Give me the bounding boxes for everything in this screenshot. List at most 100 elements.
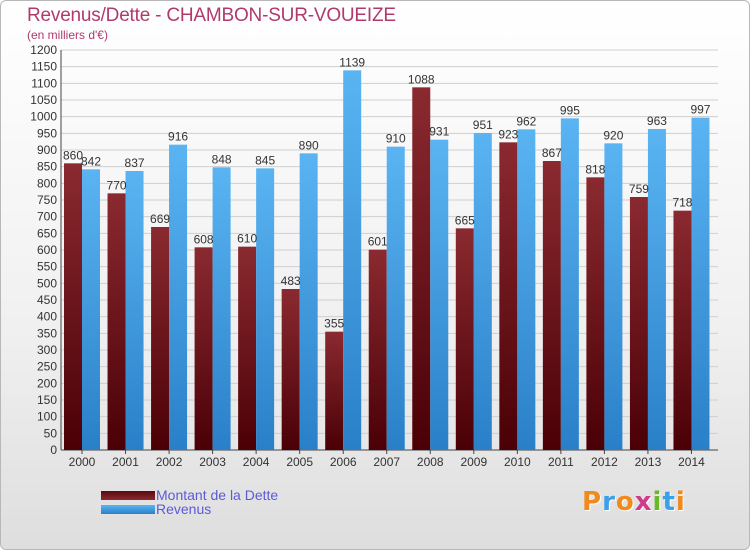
data-label-dette: 610 [237, 232, 257, 246]
legend-item-revenus: Revenus [101, 501, 211, 517]
data-label-dette: 601 [368, 235, 388, 249]
x-tick-label: 2013 [635, 455, 662, 469]
y-tick-label: 250 [37, 360, 57, 374]
bar-dette [194, 247, 213, 450]
bar-revenus [473, 133, 492, 450]
y-tick-label: 600 [37, 243, 57, 257]
data-label-revenus: 962 [516, 114, 536, 128]
bar-revenus [517, 129, 536, 451]
x-tick-label: 2000 [69, 455, 96, 469]
bar-revenus [212, 167, 231, 451]
x-tick-label: 2008 [417, 455, 444, 469]
x-tick-label: 2005 [286, 455, 313, 469]
proxiti-logo: Proxiti [582, 487, 686, 517]
x-tick-label: 2011 [548, 455, 574, 469]
data-label-dette: 669 [150, 212, 170, 226]
legend-label-dette: Montant de la Dette [156, 487, 279, 503]
bar-dette [673, 210, 692, 450]
x-tick-label: 2004 [243, 455, 270, 469]
data-label-revenus: 931 [429, 125, 449, 139]
data-label-revenus: 997 [690, 103, 710, 117]
y-tick-label: 850 [37, 160, 57, 174]
bar-revenus [343, 70, 362, 450]
data-label-dette: 759 [629, 182, 649, 196]
y-tick-label: 50 [44, 426, 58, 440]
y-tick-label: 200 [37, 376, 57, 390]
legend-swatch-revenus [101, 504, 155, 514]
y-tick-label: 1100 [31, 76, 57, 90]
data-label-dette: 355 [324, 317, 344, 331]
y-tick-label: 650 [37, 226, 57, 240]
data-label-dette: 608 [194, 232, 214, 246]
x-tick-label: 2014 [678, 455, 705, 469]
bar-dette [412, 87, 431, 450]
bar-revenus [647, 129, 666, 450]
bar-dette [629, 197, 648, 450]
y-tick-label: 1150 [31, 60, 57, 74]
bar-revenus [604, 143, 623, 451]
legend-label-revenus: Revenus [156, 501, 212, 517]
y-tick-label: 950 [37, 126, 57, 140]
y-tick-label: 150 [37, 393, 57, 407]
y-tick-label: 0 [50, 443, 57, 457]
bar-revenus [299, 153, 318, 451]
y-tick-label: 700 [37, 210, 57, 224]
data-label-revenus: 916 [168, 130, 188, 144]
data-label-dette: 867 [542, 146, 562, 160]
bar-dette [542, 161, 561, 450]
y-tick-label: 900 [37, 143, 57, 157]
data-label-revenus: 845 [255, 153, 275, 167]
bar-dette [281, 289, 300, 450]
y-tick-label: 800 [37, 176, 57, 190]
x-tick-label: 2002 [156, 455, 183, 469]
bar-revenus [430, 139, 449, 450]
bar-revenus [256, 168, 275, 451]
bar-revenus [82, 169, 100, 451]
legend-swatch-dette [101, 490, 155, 500]
x-tick-label: 2001 [112, 455, 139, 469]
x-axis-ticks: 2000 2001 2002 2003 2004 2005 2006 2007 2008 2009… [69, 450, 705, 469]
y-tick-label: 550 [37, 260, 57, 274]
y-axis-ticks: 0 50 100 150 200 250 300 350 400 450 500 550 600 650 7… [30, 43, 57, 457]
y-tick-label: 450 [37, 293, 57, 307]
x-tick-label: 2007 [373, 455, 400, 469]
data-label-revenus: 1139 [339, 55, 365, 69]
bar-dette [64, 163, 82, 451]
bar-revenus [386, 146, 405, 450]
data-label-dette: 1088 [408, 72, 435, 86]
y-tick-label: 100 [37, 410, 57, 424]
data-label-revenus: 963 [647, 114, 667, 128]
x-tick-label: 2006 [330, 455, 357, 469]
y-tick-label: 1200 [30, 43, 57, 57]
bars [64, 70, 710, 451]
bar-dette [325, 331, 344, 450]
y-tick-label: 300 [37, 343, 57, 357]
data-label-dette: 483 [281, 274, 301, 288]
y-tick-label: 500 [37, 276, 57, 290]
y-tick-label: 350 [37, 326, 57, 340]
data-label-revenus: 920 [603, 128, 623, 142]
data-label-dette: 665 [455, 213, 475, 227]
x-tick-label: 2012 [591, 455, 618, 469]
chart-subtitle: (en milliers d'€) [27, 28, 108, 42]
y-tick-label: 1050 [30, 93, 57, 107]
bar-revenus [125, 171, 144, 450]
chart-title: Revenus/Dette - CHAMBON-SUR-VOUEIZE [27, 5, 396, 26]
y-tick-label: 400 [37, 310, 57, 324]
bar-dette [586, 177, 605, 451]
bar-dette [238, 246, 257, 450]
data-label-dette: 718 [672, 196, 692, 210]
data-label-dette: 770 [107, 178, 127, 192]
y-tick-label: 750 [37, 193, 57, 207]
x-tick-label: 2009 [460, 455, 487, 469]
bar-dette [455, 228, 474, 450]
data-label-revenus: 951 [473, 118, 493, 132]
data-label-dette: 923 [498, 127, 518, 141]
x-tick-label: 2010 [504, 455, 531, 469]
bar-dette [499, 142, 518, 451]
x-tick-label: 2003 [199, 455, 226, 469]
legend-item-dette: Montant de la Dette [101, 487, 278, 503]
data-label-dette: 860 [63, 148, 83, 162]
